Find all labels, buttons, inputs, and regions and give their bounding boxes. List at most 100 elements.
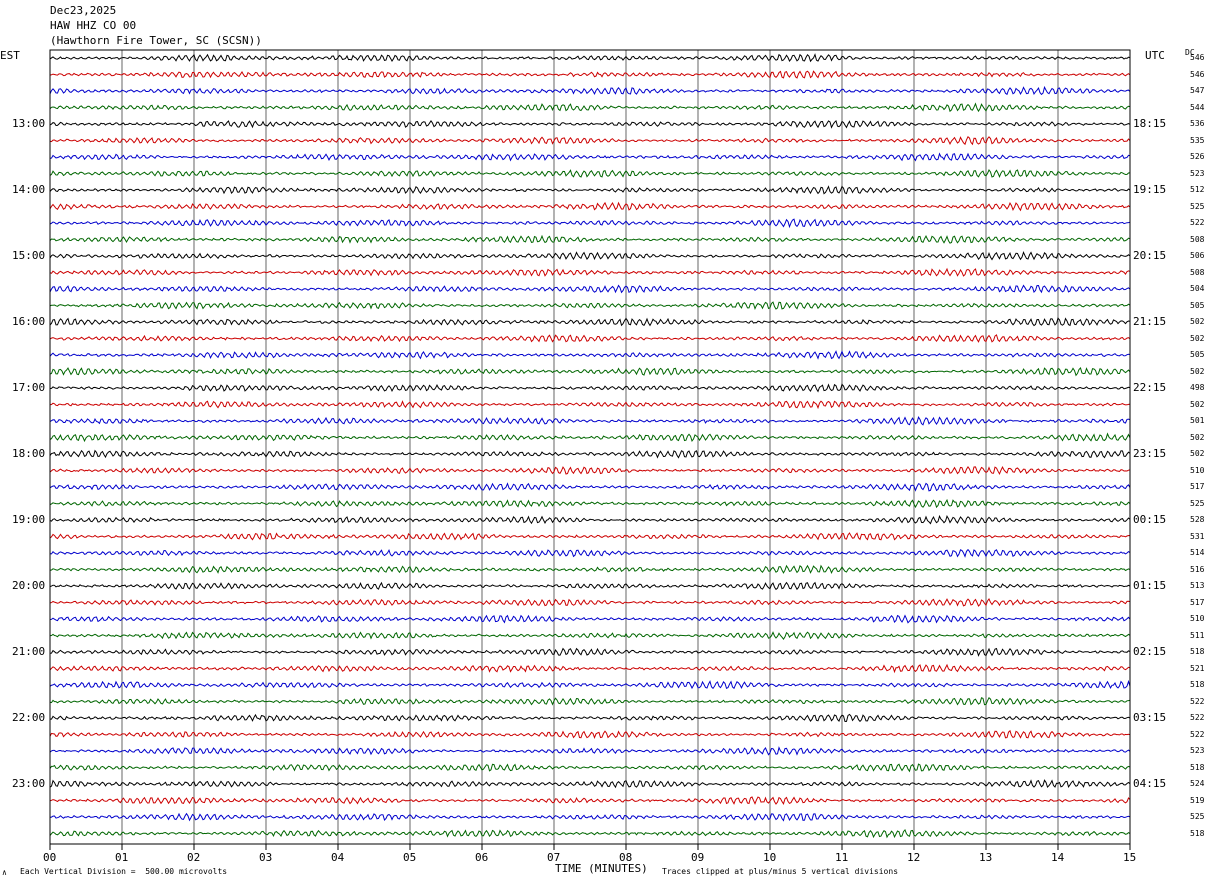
dc-offset-label: 525 (1190, 812, 1205, 821)
est-hour-label: 19:00 (12, 513, 46, 526)
dc-offset-label: 544 (1190, 102, 1205, 112)
dc-offset-label: 506 (1190, 251, 1205, 260)
trace-line-35 (49, 631, 1131, 640)
dc-offset-label: 504 (1190, 284, 1205, 293)
trace-line-1 (49, 70, 1131, 79)
dc-offset-label: 518 (1190, 647, 1205, 656)
est-hour-label: 13:00 (12, 117, 46, 130)
dc-offset-label: 522 (1190, 713, 1205, 722)
trace-line-4 (49, 119, 1131, 129)
trace-line-47 (49, 828, 1131, 839)
trace-line-38 (49, 679, 1131, 690)
trace-line-20 (49, 383, 1131, 393)
clip-note: Traces clipped at plus/minus 5 vertical … (662, 867, 899, 876)
dc-offset-label: 521 (1190, 663, 1205, 673)
trace-line-34 (49, 614, 1131, 624)
dc-offset-label: 523 (1190, 168, 1205, 178)
dc-offset-label: 546 (1190, 69, 1205, 79)
trace-line-8 (49, 185, 1131, 195)
trace-line-27 (49, 498, 1131, 509)
trace-line-10 (49, 218, 1131, 229)
division-note: Each Vertical Division = 500.00 microvol… (20, 867, 228, 876)
dc-offset-label: 526 (1190, 152, 1205, 161)
dc-offset-label: 505 (1190, 300, 1205, 310)
x-axis-ticks (49, 844, 1131, 850)
dc-offset-label: 518 (1190, 680, 1205, 689)
trace-line-44 (49, 779, 1131, 789)
dc-offset-label: 512 (1190, 185, 1205, 194)
dc-offset-label: 502 (1190, 333, 1205, 343)
trace-line-41 (49, 729, 1131, 740)
minute-tick-label: 12 (907, 851, 921, 864)
channel-title: HAW HHZ CO 00 (50, 19, 137, 32)
trace-line-11 (49, 234, 1131, 244)
dc-offset-label: 522 (1190, 218, 1205, 227)
dc-offset-label: 502 (1190, 366, 1205, 376)
utc-hour-label: 23:15 (1133, 447, 1167, 460)
trace-line-5 (49, 136, 1131, 146)
trace-line-3 (49, 102, 1131, 113)
date-label: Dec23,2025 (50, 4, 117, 17)
utc-hour-label: 02:15 (1133, 645, 1167, 658)
minute-tick-label: 08 (619, 851, 633, 864)
dc-offset-label: 525 (1190, 201, 1205, 211)
trace-line-18 (49, 350, 1131, 360)
est-hour-label: 18:00 (12, 447, 46, 460)
trace-line-23 (49, 432, 1131, 443)
trace-line-29 (49, 532, 1131, 541)
trace-line-9 (49, 201, 1131, 212)
utc-hour-label: 21:15 (1133, 315, 1167, 328)
dc-offset-label: 514 (1190, 548, 1205, 557)
minute-tick-label: 04 (331, 851, 345, 864)
trace-line-36 (49, 647, 1131, 657)
utc-hour-label: 18:15 (1133, 117, 1167, 130)
dc-offset-label: 502 (1190, 317, 1205, 326)
dc-axis-label: DC (1185, 48, 1195, 57)
dc-offset-label: 524 (1190, 779, 1205, 788)
minute-tick-label: 11 (835, 851, 849, 864)
dc-offset-label: 517 (1190, 482, 1205, 491)
dc-offset-label: 516 (1190, 564, 1205, 574)
utc-hour-label: 00:15 (1133, 513, 1167, 526)
minute-tick-label: 02 (187, 851, 201, 864)
trace-line-22 (49, 416, 1131, 426)
trace-line-21 (49, 400, 1131, 410)
minute-tick-label: 10 (763, 851, 777, 864)
minute-tick-label: 14 (1051, 851, 1065, 864)
dc-offset-label: 522 (1190, 729, 1205, 739)
utc-hour-label: 01:15 (1133, 579, 1167, 592)
utc-hour-label: 19:15 (1133, 183, 1167, 196)
trace-line-15 (49, 301, 1131, 310)
minute-tick-label: 03 (259, 851, 273, 864)
trace-line-24 (49, 449, 1131, 459)
trace-line-17 (49, 334, 1131, 343)
est-hour-label: 20:00 (12, 579, 46, 592)
trace-line-19 (49, 367, 1131, 377)
trace-line-43 (49, 763, 1131, 773)
dc-offset-label: 523 (1190, 746, 1205, 755)
trace-line-7 (49, 169, 1131, 178)
dc-offset-label: 547 (1190, 86, 1205, 95)
dc-offset-label: 511 (1190, 630, 1205, 640)
est-hour-label: 14:00 (12, 183, 46, 196)
dc-offset-label: 522 (1190, 696, 1205, 706)
dc-offset-label: 502 (1190, 449, 1205, 458)
minute-tick-label: 06 (475, 851, 489, 864)
scale-mark: ∧ (2, 868, 7, 877)
trace-line-40 (50, 713, 1131, 723)
trace-line-2 (49, 85, 1131, 96)
trace-line-42 (49, 746, 1131, 756)
station-name: (Hawthorn Fire Tower, SC (SCSN)) (50, 34, 262, 47)
trace-line-32 (49, 581, 1131, 591)
dc-offset-label: 510 (1190, 465, 1205, 475)
minute-tick-label: 00 (43, 851, 57, 864)
est-hour-label: 23:00 (12, 777, 46, 790)
trace-line-0 (49, 53, 1131, 63)
minute-tick-label: 05 (403, 851, 417, 864)
dc-offset-label: 498 (1190, 383, 1205, 392)
dc-offset-label: 513 (1190, 581, 1205, 590)
dc-offset-label: 546 (1190, 53, 1205, 62)
trace-line-31 (49, 564, 1131, 575)
trace-line-45 (49, 796, 1131, 805)
dc-offset-label: 517 (1190, 597, 1205, 607)
